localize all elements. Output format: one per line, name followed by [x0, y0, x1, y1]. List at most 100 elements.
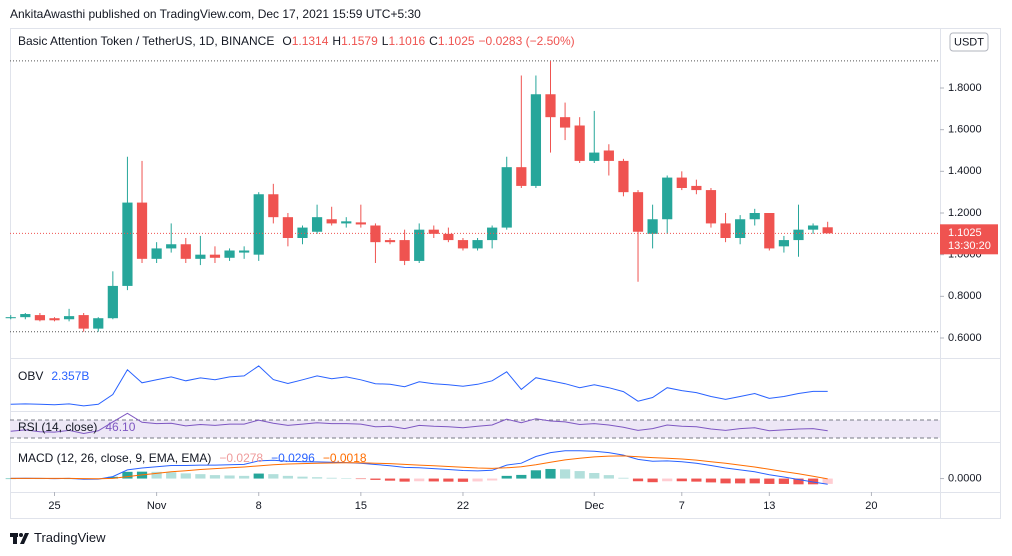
macd-histogram-bar	[501, 475, 512, 479]
candle-body	[268, 194, 279, 218]
candle-body	[691, 185, 702, 191]
macd-histogram-bar	[107, 476, 118, 479]
macd-histogram-bar	[224, 475, 235, 479]
x-tick-label: 7	[679, 500, 685, 512]
candle-body	[122, 202, 133, 286]
macd-histogram-bar	[326, 477, 337, 479]
x-tick-label: Dec	[584, 500, 604, 512]
macd-histogram-bar	[487, 478, 498, 481]
obv-legend: OBV 2.357B	[18, 369, 89, 383]
ohlc-value: 1.1025	[437, 34, 475, 48]
macd-histogram-bar	[574, 471, 585, 479]
candle-body	[20, 314, 31, 318]
ohlc-value: 1.1016	[388, 34, 426, 48]
candle-body	[180, 244, 191, 259]
macd-histogram-bar	[166, 472, 177, 479]
candle-body	[749, 213, 760, 220]
macd-histogram-bar	[720, 478, 731, 484]
macd-histogram-bar	[822, 478, 833, 484]
candle-body	[341, 221, 352, 224]
ohlc-prefix: L	[381, 34, 389, 48]
signal-line	[10, 455, 828, 480]
macd-histogram-bar	[195, 474, 206, 479]
candle-body	[136, 202, 148, 259]
macd-histogram-bar	[632, 478, 644, 482]
candle-body	[311, 217, 323, 232]
macd-histogram-bar	[559, 469, 571, 479]
candle-body	[253, 194, 264, 255]
ohlc-value: 1.1314	[291, 34, 329, 48]
indicator-value: −0.0018	[322, 451, 367, 465]
candle-body	[487, 227, 498, 241]
macd-histogram-bar	[647, 478, 658, 483]
y-tick-label: 1.4000	[948, 165, 982, 177]
indicator-name: OBV	[18, 369, 44, 383]
candle-body	[705, 190, 717, 224]
change: −0.0283 (−2.50%)	[478, 34, 575, 48]
ohlc-value: 1.1579	[341, 34, 378, 48]
indicator-name: RSI (14, close)	[18, 420, 98, 434]
macd-y-tick-label: 0.0000	[948, 472, 982, 484]
last-price-label: 1.1025	[948, 227, 982, 239]
macd-line	[10, 450, 828, 485]
footer: TradingView	[10, 530, 106, 545]
macd-histogram-bar	[253, 473, 264, 479]
brand-logo	[10, 532, 29, 544]
indicator-value: −0.0296	[271, 451, 315, 465]
macd-histogram-bar	[311, 477, 323, 479]
candle-body	[78, 315, 89, 329]
macd-histogram-bar	[749, 478, 760, 484]
candle-body	[107, 285, 118, 319]
x-tick-label: Nov	[147, 500, 167, 512]
candle-body	[559, 117, 571, 128]
candle-body	[647, 219, 658, 234]
candle-body	[49, 318, 60, 321]
macd-histogram-bar	[384, 478, 396, 481]
candle-body	[414, 229, 425, 261]
macd-histogram-bar	[443, 478, 454, 482]
macd-histogram-bar	[428, 478, 439, 482]
currency: USDT	[954, 36, 984, 48]
macd-histogram-bar	[735, 478, 746, 484]
candle-body	[195, 254, 206, 259]
macd-histogram-bar	[705, 478, 717, 483]
y-tick-label: 1.2000	[948, 207, 982, 219]
macd-histogram-bar	[457, 478, 469, 482]
macd-histogram-bar	[151, 471, 162, 479]
candle-body	[793, 229, 804, 241]
currency-box[interactable]	[949, 32, 989, 52]
macd-histogram-bar	[530, 470, 542, 479]
candle-body	[326, 219, 337, 224]
byline: AnkitaAwasthi published on TradingView.c…	[10, 7, 421, 21]
candle-body	[472, 240, 483, 249]
candle-body	[370, 225, 381, 243]
last-price-box	[940, 224, 998, 255]
macd-histogram-bar	[122, 471, 133, 479]
macd-histogram-bar	[793, 478, 804, 485]
symbol-title: Basic Attention Token / TetherUS, 1D, BI…	[18, 34, 275, 48]
candle-body	[589, 152, 600, 161]
candle-body	[720, 223, 731, 238]
brand-name: TradingView	[34, 530, 106, 545]
candle-body	[34, 315, 46, 321]
macd-histogram-bar	[807, 478, 819, 485]
obv-line	[10, 365, 828, 407]
indicator-value: −0.0278	[219, 451, 264, 465]
x-tick-label: 20	[865, 500, 877, 512]
indicator-value: 46.10	[105, 420, 136, 434]
candle-body	[574, 125, 585, 161]
rsi-line	[10, 412, 828, 435]
candle-body	[632, 192, 644, 232]
ohlc-prefix: H	[332, 34, 342, 48]
y-tick-label: 1.6000	[948, 124, 982, 136]
candle-body	[63, 316, 75, 320]
macd-histogram-bar	[545, 468, 556, 479]
macd-histogram-bar	[778, 478, 790, 484]
macd-histogram-bar	[341, 478, 352, 479]
macd-histogram-bar	[414, 478, 425, 482]
macd-histogram-bar	[282, 475, 294, 479]
countdown-label: 13:30:20	[948, 240, 991, 252]
macd-histogram-bar	[239, 475, 250, 479]
